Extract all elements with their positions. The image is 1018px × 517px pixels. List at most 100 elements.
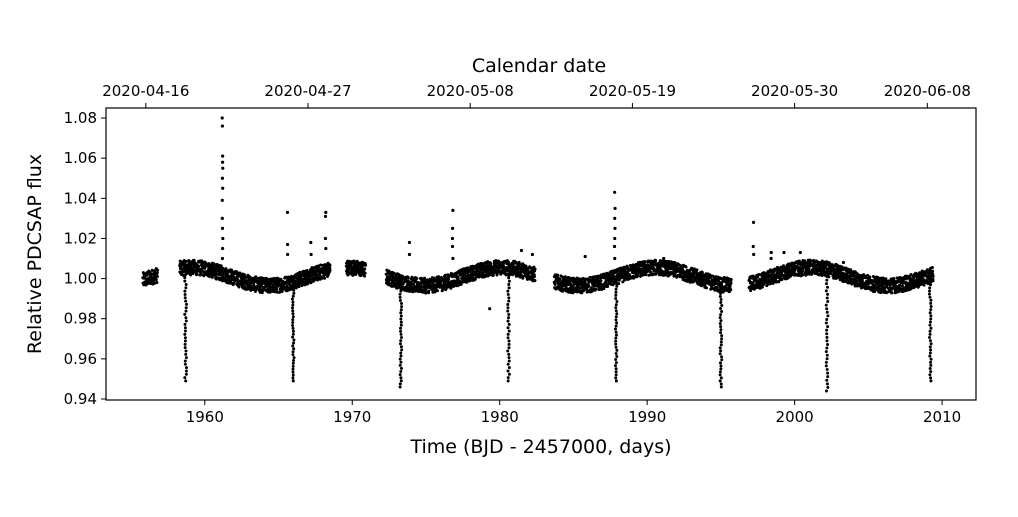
data-point bbox=[718, 361, 722, 365]
data-point bbox=[719, 382, 723, 386]
data-point bbox=[230, 268, 233, 272]
data-point bbox=[719, 364, 723, 368]
data-point bbox=[183, 276, 187, 280]
data-point bbox=[328, 268, 332, 272]
data-point bbox=[184, 299, 188, 303]
data-point bbox=[718, 285, 722, 289]
data-point bbox=[928, 323, 932, 327]
data-point bbox=[900, 284, 904, 288]
data-point bbox=[615, 312, 619, 316]
data-point bbox=[842, 272, 846, 276]
data-point bbox=[613, 236, 617, 241]
data-point bbox=[825, 285, 829, 289]
data-point bbox=[524, 264, 528, 268]
data-point bbox=[291, 353, 295, 357]
data-point bbox=[507, 366, 511, 370]
data-point bbox=[184, 369, 188, 373]
secondary-x-tick-label: 2020-04-16 bbox=[102, 82, 189, 100]
data-point bbox=[506, 266, 510, 270]
y-tick-label: 0.98 bbox=[64, 310, 97, 328]
data-point bbox=[506, 289, 510, 293]
data-point bbox=[400, 305, 404, 309]
data-point bbox=[521, 274, 525, 278]
data-point bbox=[599, 279, 603, 283]
data-point bbox=[424, 291, 428, 295]
data-point bbox=[184, 272, 188, 276]
data-point bbox=[583, 254, 587, 259]
data-point bbox=[533, 278, 537, 282]
data-point bbox=[615, 275, 619, 279]
data-point bbox=[214, 272, 218, 276]
data-point bbox=[613, 364, 617, 368]
data-point bbox=[636, 274, 640, 278]
data-point bbox=[197, 264, 201, 268]
data-point bbox=[824, 364, 828, 368]
data-point bbox=[292, 341, 296, 345]
data-point bbox=[614, 309, 618, 313]
data-point bbox=[558, 277, 562, 281]
data-point bbox=[719, 343, 723, 347]
data-point bbox=[286, 242, 290, 247]
data-point bbox=[190, 263, 194, 266]
data-point bbox=[654, 259, 658, 263]
data-point bbox=[719, 288, 723, 292]
data-point bbox=[928, 354, 932, 358]
data-point bbox=[506, 376, 510, 380]
y-tick-label: 1.06 bbox=[64, 149, 97, 167]
data-point bbox=[399, 345, 403, 349]
data-point bbox=[291, 367, 295, 371]
data-point bbox=[184, 372, 188, 376]
data-point bbox=[927, 280, 931, 284]
data-point bbox=[291, 312, 295, 316]
data-point bbox=[309, 240, 313, 245]
data-point bbox=[435, 289, 439, 293]
data-point bbox=[184, 366, 188, 370]
data-point bbox=[929, 326, 933, 330]
data-point bbox=[319, 263, 323, 267]
secondary-x-axis-label: Calendar date bbox=[472, 55, 606, 77]
data-point bbox=[929, 304, 933, 308]
data-point bbox=[614, 336, 618, 340]
data-point bbox=[719, 367, 723, 371]
data-point bbox=[272, 283, 276, 287]
data-point bbox=[184, 319, 188, 323]
data-point bbox=[398, 385, 402, 389]
data-point bbox=[518, 262, 522, 266]
data-point bbox=[399, 320, 403, 324]
data-point bbox=[506, 273, 510, 277]
data-point bbox=[929, 298, 933, 302]
data-point bbox=[929, 283, 933, 287]
data-point bbox=[719, 282, 723, 286]
data-point bbox=[506, 309, 510, 313]
data-point bbox=[681, 268, 685, 272]
data-point bbox=[506, 306, 510, 310]
data-point bbox=[715, 285, 719, 289]
data-point bbox=[232, 281, 236, 285]
data-point bbox=[291, 300, 295, 304]
data-point bbox=[751, 244, 755, 249]
data-point bbox=[780, 277, 784, 281]
data-point bbox=[185, 302, 189, 306]
data-point bbox=[718, 291, 722, 295]
data-point bbox=[704, 286, 708, 290]
data-point bbox=[241, 282, 245, 286]
data-point bbox=[720, 337, 724, 341]
data-point bbox=[756, 275, 760, 279]
y-axis: 0.940.960.981.001.021.041.061.08 bbox=[64, 109, 106, 408]
data-point bbox=[292, 347, 296, 351]
data-point bbox=[324, 210, 328, 214]
data-point bbox=[291, 323, 295, 327]
data-point bbox=[506, 336, 510, 340]
data-point bbox=[825, 335, 829, 339]
data-point bbox=[242, 273, 246, 277]
data-point bbox=[183, 359, 187, 363]
data-point bbox=[221, 266, 225, 270]
data-point bbox=[291, 283, 295, 287]
data-point bbox=[183, 342, 187, 346]
data-point bbox=[486, 260, 490, 264]
data-point bbox=[291, 379, 295, 383]
secondary-x-axis: 2020-04-16 2020-04-27 2020-05-08 2020-05-19… bbox=[102, 82, 971, 108]
data-point bbox=[927, 292, 931, 296]
data-point bbox=[615, 284, 619, 288]
